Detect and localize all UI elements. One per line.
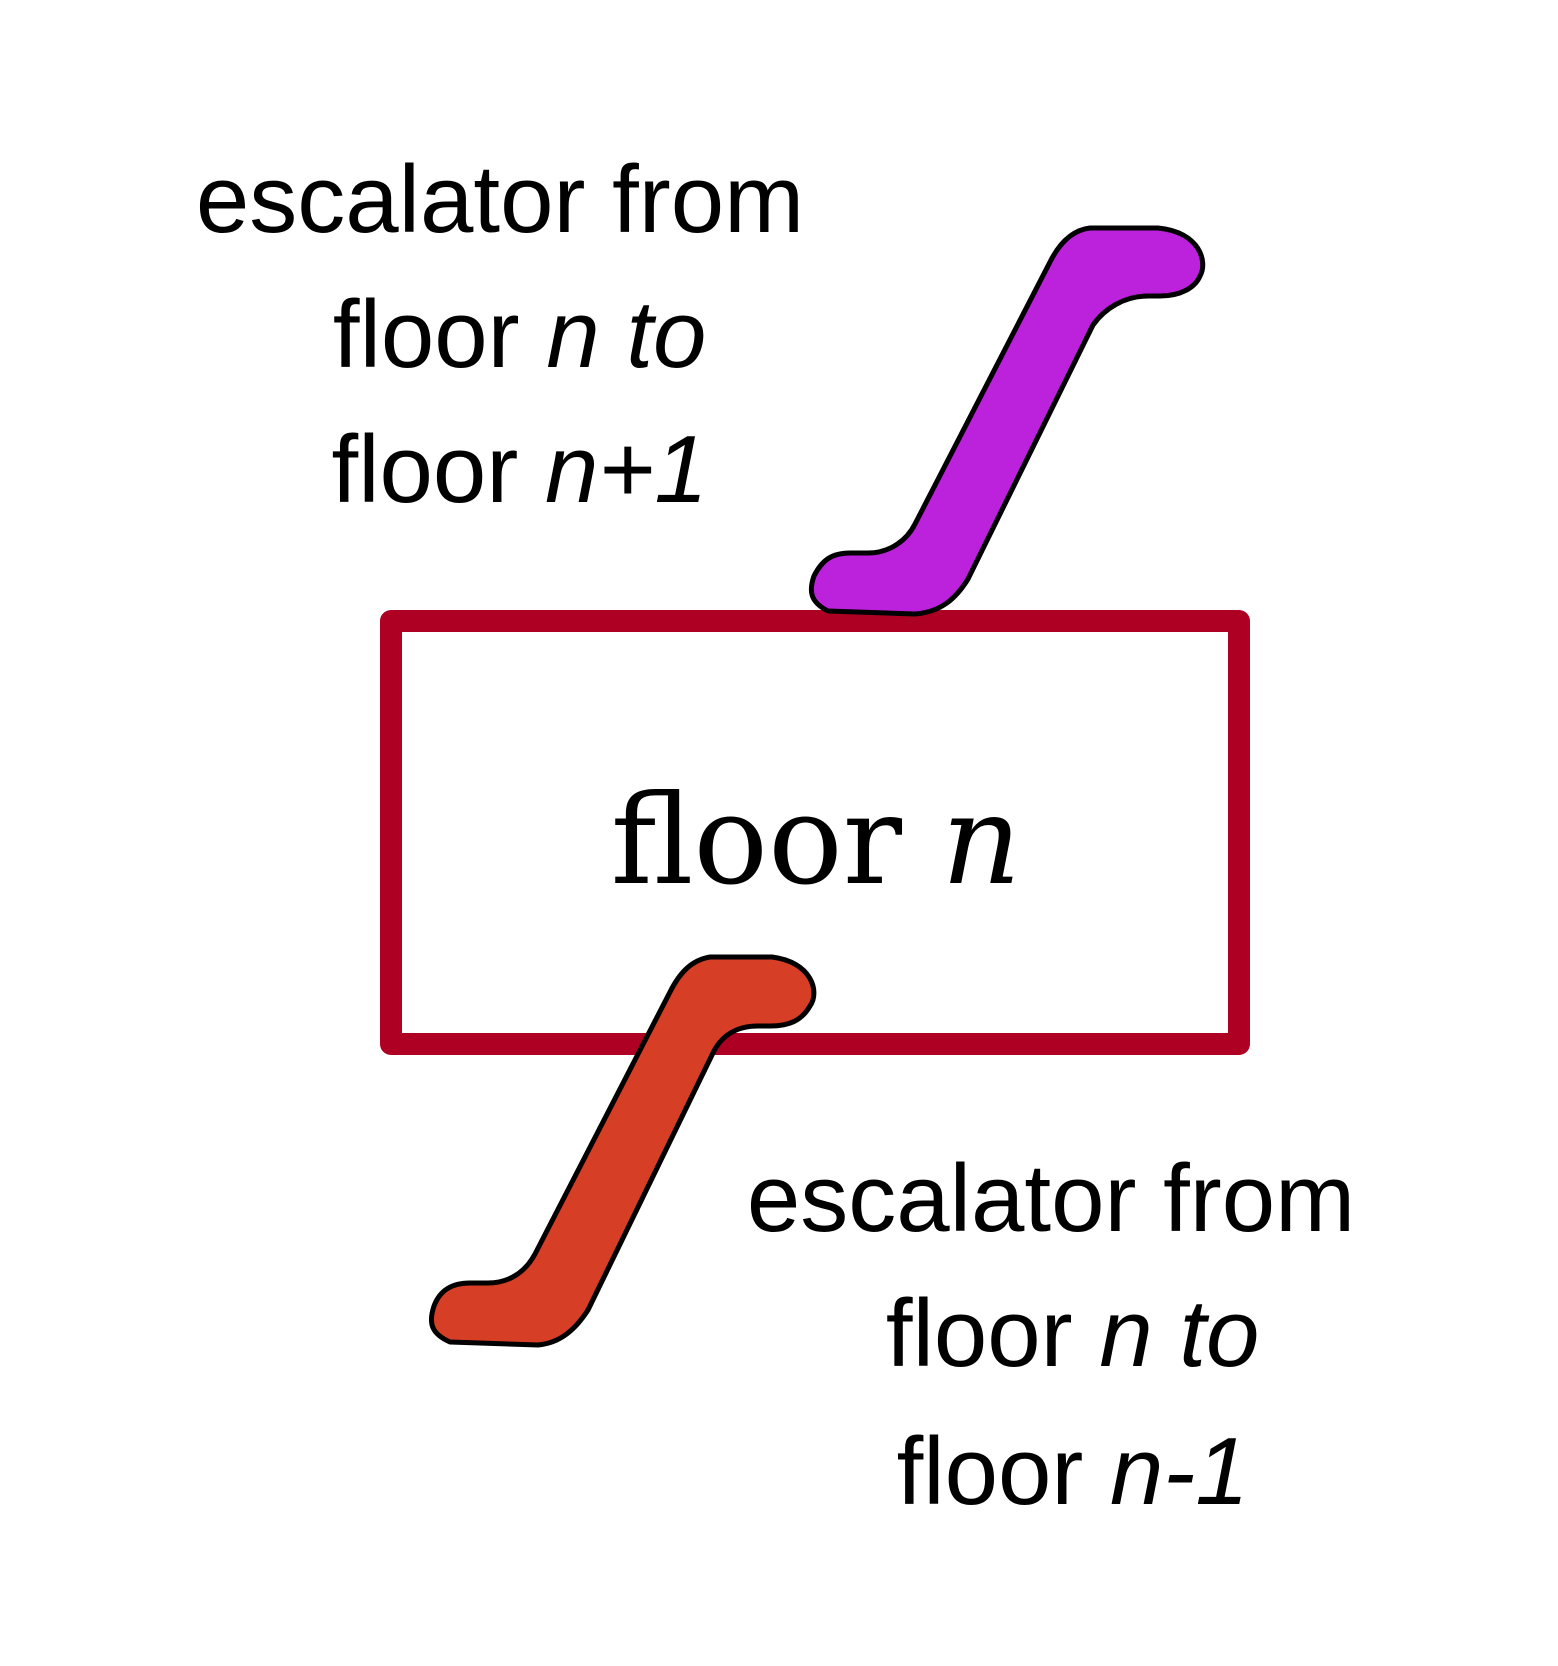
escalator-down-caption-line2: floor n to — [699, 1280, 1393, 1387]
escalator-up-caption: escalator from floor n to floor n+1 — [145, 146, 841, 523]
floor-label-var: n — [941, 769, 1021, 913]
escalator-up-caption-line3: floor n+1 — [145, 416, 841, 523]
escalator-down-line3-text: floor — [897, 1418, 1110, 1525]
escalator-down-caption: escalator from floor n to floor n-1 — [699, 1145, 1393, 1525]
escalator-up-line2-text: floor — [333, 281, 546, 388]
escalator-down-caption-line3: floor n-1 — [710, 1418, 1382, 1525]
escalator-down-line2-text: floor — [886, 1280, 1099, 1387]
floor-label: floor n — [611, 769, 1022, 913]
escalator-down-caption-line1: escalator from — [747, 1145, 1355, 1252]
escalator-up-line1-text: escalator from — [196, 146, 804, 253]
escalator-up-line2-var: n to — [546, 281, 706, 388]
escalator-up-shape — [811, 228, 1202, 614]
escalator-up-line3-text: floor — [332, 416, 545, 523]
escalator-down-line3-var: n-1 — [1110, 1418, 1249, 1525]
escalator-down-line2-var: n to — [1099, 1280, 1259, 1387]
escalator-up-caption-line2: floor n to — [146, 281, 840, 388]
escalator-up-caption-line1: escalator from — [196, 146, 804, 253]
floor-label-text: floor — [611, 769, 942, 913]
escalator-down-line1-text: escalator from — [747, 1145, 1355, 1252]
escalator-up-line3-var: n+1 — [545, 416, 708, 523]
